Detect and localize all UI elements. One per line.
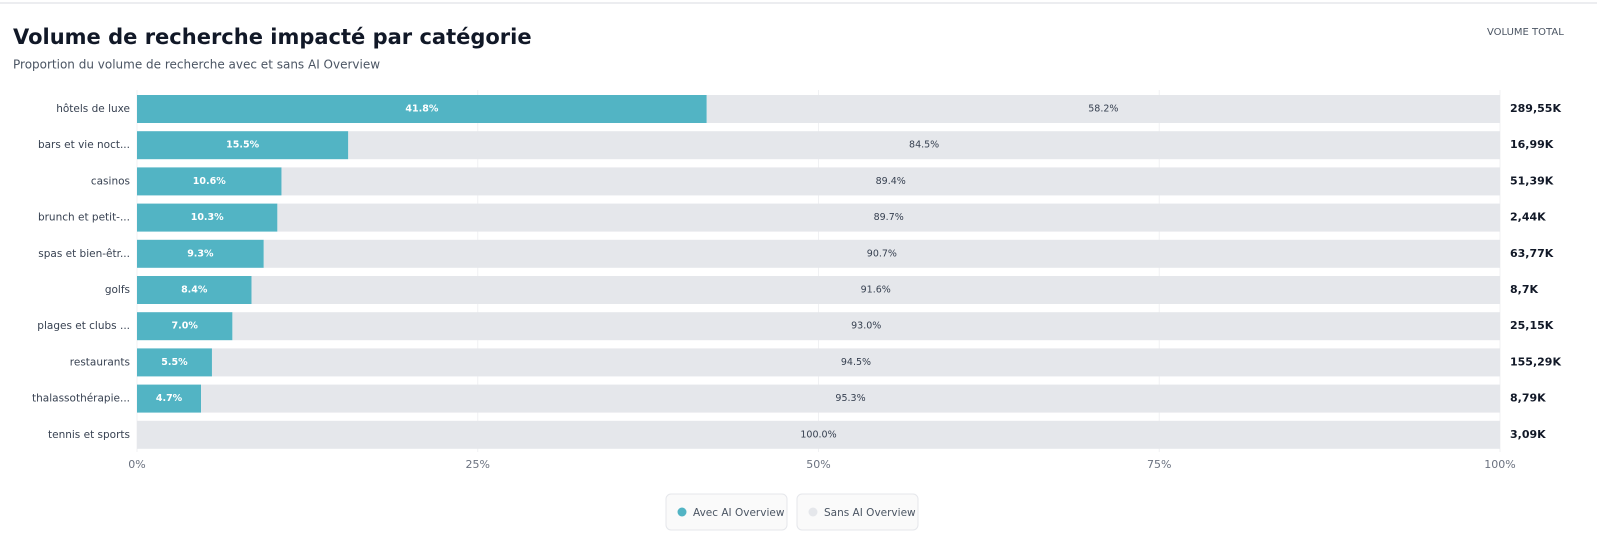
data-label: 7.0% xyxy=(172,321,199,332)
x-tick-label: 50% xyxy=(806,458,830,471)
data-label: 41.8% xyxy=(405,104,438,115)
y-tick-label: golfs xyxy=(105,284,130,296)
y-tick-label: casinos xyxy=(91,175,130,187)
data-label: 15.5% xyxy=(226,140,259,151)
bar-segment xyxy=(211,348,1501,377)
total-label: 3,09K xyxy=(1510,428,1546,441)
x-tick-label: 25% xyxy=(466,458,490,471)
data-label: 10.3% xyxy=(191,212,224,223)
bar-segment xyxy=(137,312,233,341)
data-label: 91.6% xyxy=(861,285,891,296)
y-tick-label: plages et clubs ... xyxy=(37,320,130,332)
bar-segment xyxy=(137,420,1500,449)
data-label: 95.3% xyxy=(835,393,865,404)
bar-segment xyxy=(137,276,252,304)
bar-segment xyxy=(137,384,202,413)
legend-box[interactable] xyxy=(665,493,788,531)
data-label: 10.6% xyxy=(193,176,226,187)
total-label: 25,15K xyxy=(1510,319,1554,332)
data-label: 58.2% xyxy=(1088,104,1118,115)
legend-swatch xyxy=(808,507,818,517)
bar-segment xyxy=(137,95,707,123)
legend-box[interactable] xyxy=(796,493,919,531)
legend-item[interactable]: Avec AI Overview xyxy=(665,493,788,531)
bar-segment xyxy=(201,384,1500,413)
y-tick-label: tennis et sports xyxy=(48,429,130,441)
y-tick-label: restaurants xyxy=(70,356,130,368)
data-label: 89.7% xyxy=(874,212,904,223)
data-label: 90.7% xyxy=(867,248,897,259)
data-label: 4.7% xyxy=(156,393,183,404)
data-label: 84.5% xyxy=(909,140,939,151)
chart-title: Volume de recherche impacté par catégori… xyxy=(13,25,532,49)
bar-segment xyxy=(277,203,1500,232)
total-label: 2,44K xyxy=(1510,211,1546,224)
y-tick-label: bars et vie noct... xyxy=(38,139,130,151)
legend-label: Sans AI Overview xyxy=(824,507,916,519)
x-tick-label: 75% xyxy=(1147,458,1171,471)
total-label: 155,29K xyxy=(1510,355,1561,368)
total-label: 16,99K xyxy=(1510,138,1554,151)
data-label: 100.0% xyxy=(800,429,836,440)
data-label: 5.5% xyxy=(161,357,188,368)
bar-segment xyxy=(137,239,264,268)
data-label: 9.3% xyxy=(187,248,214,259)
bar-segment xyxy=(137,167,282,196)
legend-item[interactable]: Sans AI Overview xyxy=(796,493,919,531)
bar-segment xyxy=(137,131,349,160)
y-tick-label: thalassothérapie... xyxy=(32,393,130,405)
total-label: 51,39K xyxy=(1510,174,1554,187)
data-label: 94.5% xyxy=(841,357,871,368)
bar-segment xyxy=(251,276,1501,304)
y-tick-label: hôtels de luxe xyxy=(56,103,130,115)
x-tick-label: 0% xyxy=(128,458,145,471)
total-label: 8,7K xyxy=(1510,283,1538,296)
legend-swatch xyxy=(677,507,687,517)
bar-segment xyxy=(137,203,278,232)
y-tick-label: brunch et petit-... xyxy=(38,212,130,224)
data-label: 89.4% xyxy=(876,176,906,187)
data-label: 93.0% xyxy=(851,321,881,332)
bar-segment xyxy=(232,312,1500,341)
total-label: 289,55K xyxy=(1510,102,1561,115)
total-label: 8,79K xyxy=(1510,392,1546,405)
totals-header: VOLUME TOTAL xyxy=(1487,27,1564,38)
legend-label: Avec AI Overview xyxy=(693,507,785,519)
bar-segment xyxy=(263,239,1500,268)
bar-segment xyxy=(137,348,212,377)
data-label: 8.4% xyxy=(181,285,208,296)
chart-subtitle: Proportion du volume de recherche avec e… xyxy=(13,58,380,72)
bar-segment xyxy=(706,95,1500,123)
total-label: 63,77K xyxy=(1510,247,1554,260)
y-tick-label: spas et bien-êtr... xyxy=(38,248,130,260)
x-tick-label: 100% xyxy=(1484,458,1515,471)
bar-segment xyxy=(348,131,1500,160)
bar-segment xyxy=(281,167,1500,196)
